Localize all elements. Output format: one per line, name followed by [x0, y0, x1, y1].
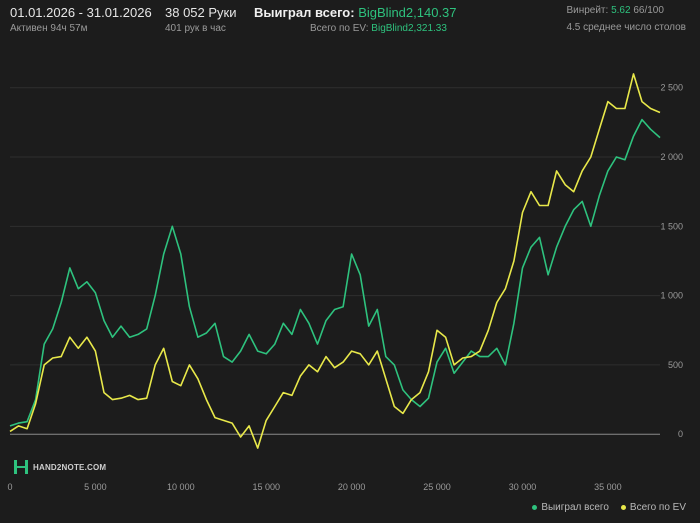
hand2note-logo: HAND2NOTE.COM — [14, 460, 106, 474]
won-block: Выиграл всего: BigBlind2,140.37 Всего по… — [254, 5, 457, 34]
y-tick-label: 500 — [668, 360, 683, 370]
won-value: BigBlind2,140.37 — [358, 5, 457, 20]
x-tick-label: 25 000 — [423, 482, 451, 492]
active-time: Активен 94ч 57м — [10, 23, 88, 34]
winrate-value: 5.62 — [611, 5, 631, 16]
x-tick-label: 0 — [7, 482, 12, 492]
x-tick-label: 20 000 — [338, 482, 366, 492]
ev-value: BigBlind2,321.33 — [371, 23, 447, 34]
date-range[interactable]: 01.01.2026 - 31.01.2026 — [10, 5, 152, 20]
x-tick-label: 30 000 — [509, 482, 537, 492]
x-tick-label: 10 000 — [167, 482, 195, 492]
y-tick-label: 2 500 — [660, 83, 683, 93]
legend-label-won: Выиграл всего — [541, 502, 609, 513]
y-tick-label: 2 000 — [660, 152, 683, 162]
logo-text: HAND2NOTE.COM — [33, 462, 107, 472]
series-line-ev[interactable] — [9, 73, 661, 449]
y-tick-label: 1 000 — [660, 291, 683, 301]
y-tick-label: 1 500 — [660, 221, 683, 231]
hands-block: 38 052 Руки 401 рук в час — [165, 5, 237, 34]
avg-tables: 4.5 среднее число столов — [566, 22, 686, 33]
hands-count: 38 052 Руки — [165, 5, 237, 20]
grid-lines — [10, 87, 660, 435]
legend-dot-won — [532, 505, 538, 510]
ev-label: Всего по EV: — [310, 23, 369, 34]
x-tick-label: 5 000 — [84, 482, 107, 492]
legend-item-ev[interactable]: Всего по EV — [620, 502, 686, 513]
series-lines — [9, 73, 661, 449]
winrate-block: Винрейт: 5.62 66/100 4.5 среднее число с… — [566, 5, 686, 33]
chart-legend: Выиграл всего Всего по EV — [532, 502, 686, 513]
stats-header: 01.01.2026 - 31.01.2026 Активен 94ч 57м … — [0, 0, 700, 40]
winrate-label: Винрейт: — [566, 5, 609, 16]
legend-item-won[interactable]: Выиграл всего — [532, 502, 609, 513]
x-tick-label: 15 000 — [252, 482, 280, 492]
hands-per-hour: 401 рук в час — [165, 23, 226, 34]
x-axis-ticks: 0 5 000 10 000 15 000 20 000 25 000 30 000 35 0… — [7, 482, 621, 492]
won-label: Выиграл всего: — [254, 5, 355, 20]
date-block: 01.01.2026 - 31.01.2026 Активен 94ч 57м — [10, 5, 152, 34]
logo-icon — [14, 460, 28, 474]
legend-dot-ev — [620, 505, 626, 510]
y-tick-label: 0 — [678, 429, 683, 439]
y-axis-ticks: 0 500 1 000 1 500 2 000 2 500 — [660, 83, 683, 439]
legend-label-ev: Всего по EV — [629, 502, 686, 513]
x-tick-label: 35 000 — [594, 482, 622, 492]
winrate-suffix: 66/100 — [633, 5, 664, 16]
series-line-won[interactable] — [9, 118, 661, 427]
